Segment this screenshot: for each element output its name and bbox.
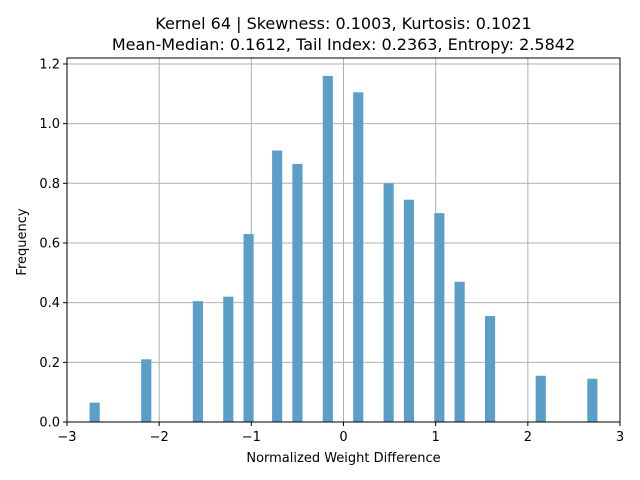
- x-tick-label: −2: [150, 430, 169, 445]
- x-axis-label: Normalized Weight Difference: [246, 451, 440, 466]
- y-tick-label: 0.4: [39, 296, 60, 311]
- chart-title-line-1: Kernel 64 | Skewness: 0.1003, Kurtosis: …: [155, 14, 531, 33]
- histogram-bar: [89, 402, 100, 422]
- x-tick-label: 3: [616, 430, 624, 445]
- histogram-bars: [89, 75, 598, 423]
- y-axis-label: Frequency: [15, 208, 30, 275]
- x-tick-label: −1: [242, 430, 261, 445]
- y-tick-label: 1.2: [39, 57, 60, 72]
- histogram-bar: [322, 75, 333, 422]
- histogram-bar: [383, 183, 394, 422]
- chart-title-line-2: Mean-Median: 0.1612, Tail Index: 0.2363,…: [112, 35, 575, 54]
- y-tick-label: 0.8: [39, 177, 60, 192]
- histogram-bar: [272, 150, 283, 422]
- axis-ticks: −3 −2 −1 0 1 2 3 0.0 0.2 0.4 0.6 0.8 1.0 1.2: [39, 57, 624, 445]
- histogram-bar: [243, 234, 254, 422]
- y-tick-label: 0.6: [39, 236, 60, 251]
- y-tick-label: 1.0: [39, 117, 60, 132]
- histogram-bar: [403, 199, 415, 422]
- histogram-bar: [223, 296, 234, 422]
- histogram-bar: [353, 92, 364, 423]
- histogram-bar: [192, 301, 203, 422]
- x-tick-label: −3: [57, 430, 76, 445]
- histogram-bar: [587, 378, 598, 422]
- x-tick-label: 2: [524, 430, 532, 445]
- histogram-bar: [434, 213, 445, 422]
- histogram-bar: [484, 316, 496, 422]
- y-tick-label: 0.2: [39, 356, 60, 371]
- histogram-bar: [292, 163, 303, 422]
- x-tick-label: 0: [339, 430, 347, 445]
- y-tick-label: 0.0: [39, 416, 60, 431]
- histogram-bar: [535, 375, 546, 422]
- x-tick-label: 1: [432, 430, 440, 445]
- histogram-bar: [454, 281, 465, 422]
- histogram-bar: [141, 359, 152, 422]
